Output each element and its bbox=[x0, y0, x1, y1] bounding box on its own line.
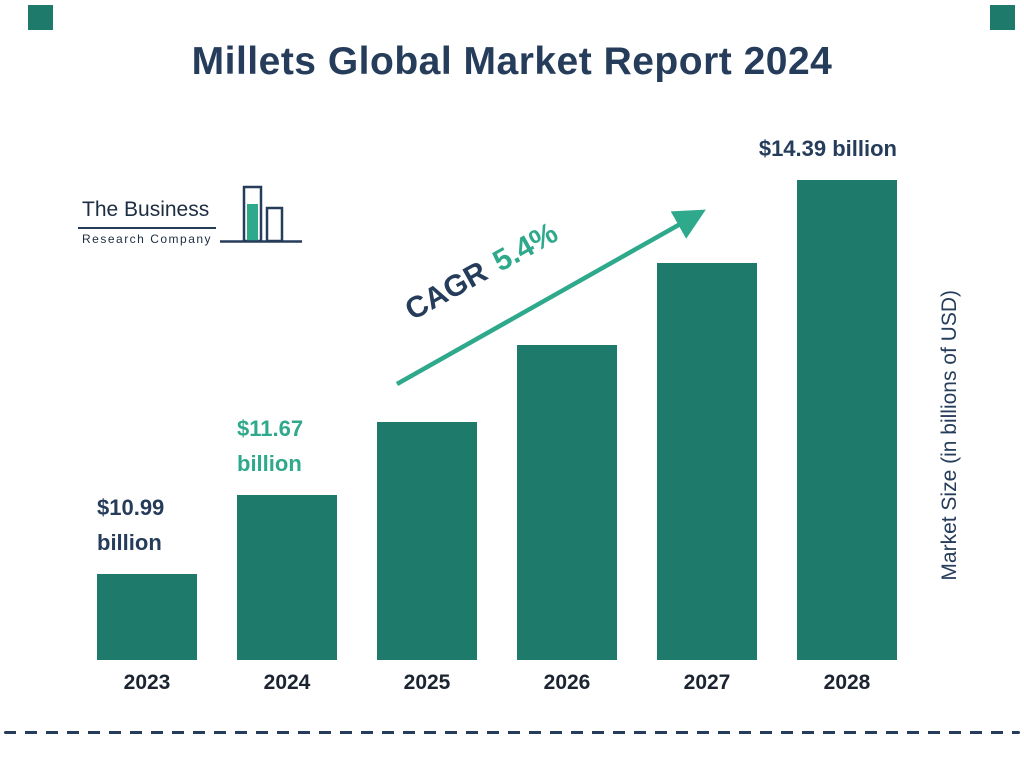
bar-value-label-2023: $10.99 billion bbox=[97, 494, 165, 555]
logo-name: The Business bbox=[78, 198, 217, 229]
x-axis-label-2027: 2027 bbox=[683, 671, 731, 694]
bar-chart: $10.99 billion 2023 $11.67 billion 2024 2025 20… bbox=[77, 131, 917, 694]
bar-column-2028: $14.39 billion 2028 bbox=[759, 131, 897, 694]
logo-text: The Business Research Company bbox=[78, 198, 217, 246]
logo-subname: Research Company bbox=[82, 232, 213, 246]
bar-2028 bbox=[797, 180, 897, 660]
x-axis-label-2023: 2023 bbox=[123, 671, 171, 694]
bar-column-2026: 2026 bbox=[517, 345, 617, 694]
y-axis-label: Market Size (in billions of USD) bbox=[938, 290, 961, 581]
corner-accent-left bbox=[28, 5, 53, 30]
x-axis-label-2024: 2024 bbox=[263, 671, 311, 694]
logo: The Business Research Company bbox=[78, 184, 304, 246]
bar-column-2025: 2025 bbox=[377, 422, 477, 694]
bar-2024 bbox=[237, 495, 337, 660]
bar-2026 bbox=[517, 345, 617, 660]
bottom-dashed-divider bbox=[4, 731, 1020, 734]
bar-column-2024: $11.67 billion 2024 bbox=[237, 411, 337, 694]
bar-2025 bbox=[377, 422, 477, 660]
bar-2027 bbox=[657, 263, 757, 660]
bar-value-label-2028: $14.39 billion bbox=[758, 135, 897, 161]
logo-bar-chart-icon bbox=[220, 185, 303, 243]
bar-2023 bbox=[97, 574, 197, 660]
x-axis-label-2025: 2025 bbox=[403, 671, 451, 694]
bar-column-2027: 2027 bbox=[657, 263, 757, 694]
corner-accent-right bbox=[990, 5, 1015, 30]
x-axis-label-2028: 2028 bbox=[823, 671, 871, 694]
x-axis-label-2026: 2026 bbox=[543, 671, 591, 694]
bar-column-2023: $10.99 billion 2023 bbox=[97, 490, 197, 694]
page-title: Millets Global Market Report 2024 bbox=[191, 40, 833, 83]
bar-value-label-2024: $11.67 billion bbox=[237, 415, 304, 476]
